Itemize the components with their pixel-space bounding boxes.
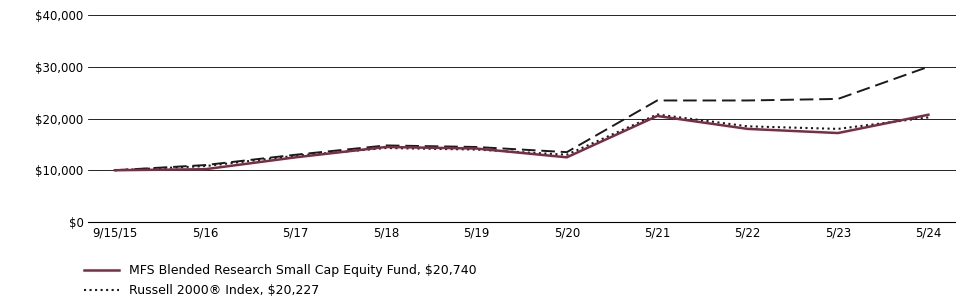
Legend: MFS Blended Research Small Cap Equity Fund, $20,740, Russell 2000® Index, $20,22: MFS Blended Research Small Cap Equity Fu… (79, 259, 482, 304)
